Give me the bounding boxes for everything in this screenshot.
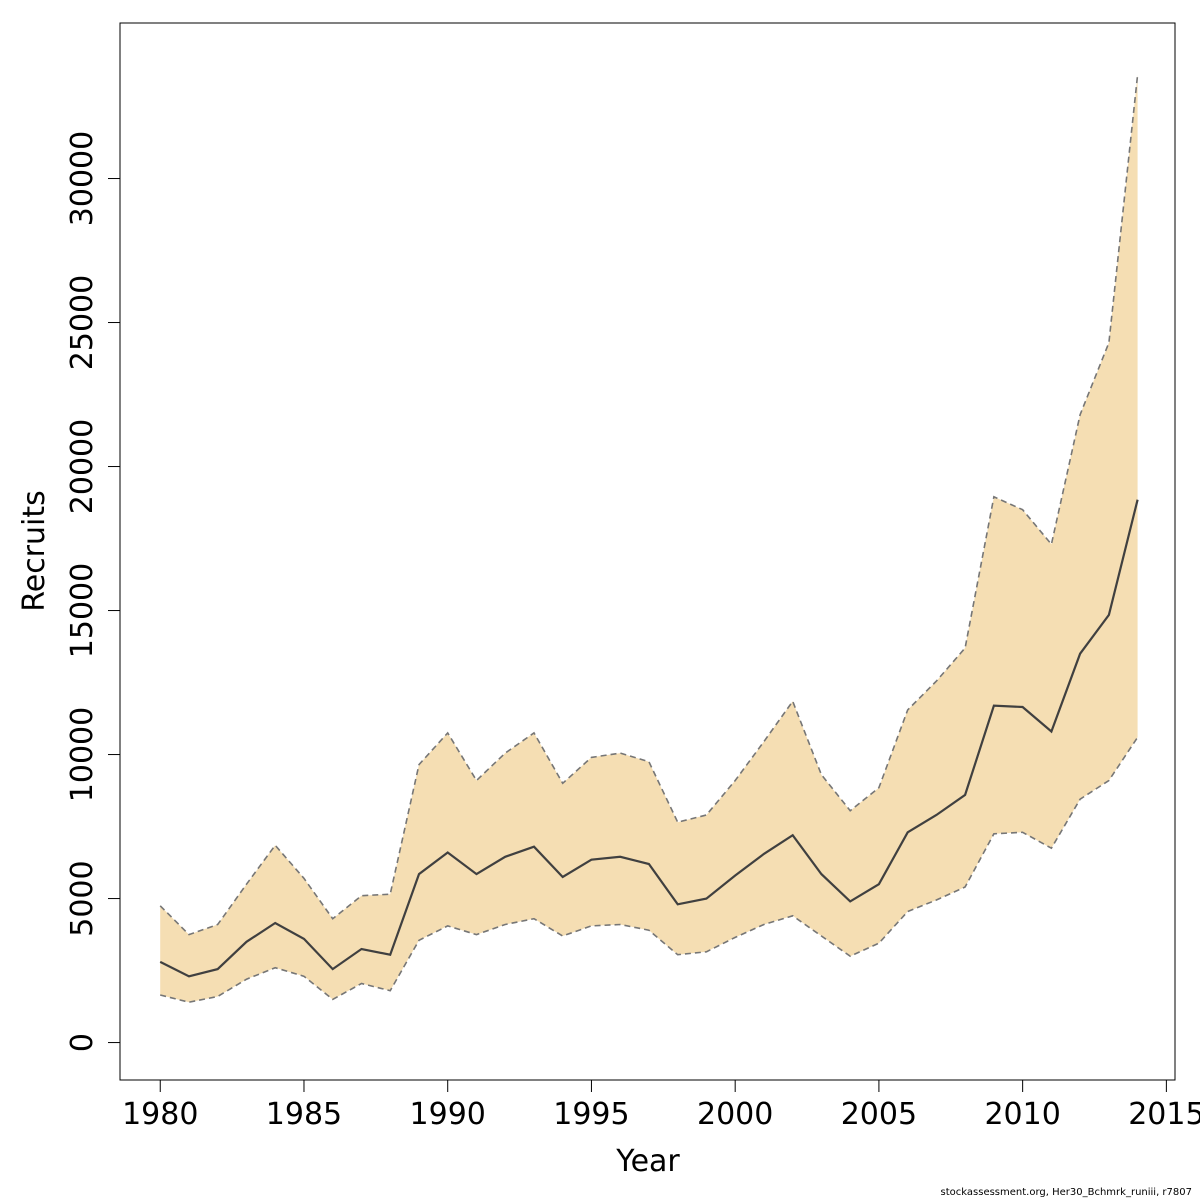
confidence-band: [160, 74, 1138, 1003]
y-tick-label: 25000: [65, 275, 100, 370]
x-tick-label: 2010: [984, 1097, 1060, 1132]
plot-area: [159, 74, 1139, 1004]
y-tick-label: 5000: [65, 860, 100, 936]
x-tick-label: 1995: [553, 1097, 629, 1132]
lower-bound-line: [160, 736, 1139, 1004]
footer-note: stockassessment.org, Her30_Bchmrk_runiii…: [940, 1187, 1192, 1198]
x-tick-label: 2015: [1128, 1097, 1200, 1132]
x-tick-label: 2005: [841, 1097, 917, 1132]
median-line: [159, 499, 1139, 978]
x-axis-title: Year: [615, 1144, 680, 1179]
y-tick-label: 20000: [65, 419, 100, 514]
x-tick-label: 2000: [697, 1097, 773, 1132]
y-tick-label: 10000: [65, 707, 100, 802]
x-tick-label: 1985: [266, 1097, 342, 1132]
y-tick-label: 0: [65, 1033, 100, 1052]
y-tick-label: 15000: [65, 563, 100, 658]
axes: 1980 1985 1990 1995 2000 2005 2010 2015 0 5000 100…: [65, 131, 1200, 1132]
x-tick-label: 1990: [410, 1097, 486, 1132]
x-tick-label: 1980: [122, 1097, 198, 1132]
y-tick-label: 30000: [65, 131, 100, 226]
upper-bound-line: [159, 74, 1139, 936]
y-axis-title: Recruits: [17, 490, 52, 612]
